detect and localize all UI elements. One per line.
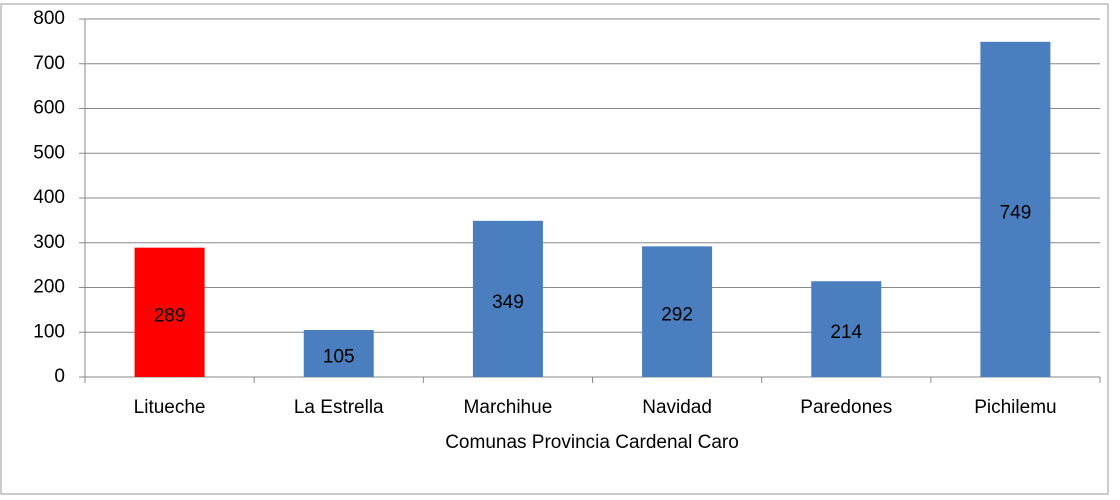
y-tick-label: 100 [33,321,65,342]
y-tick-label: 400 [33,187,65,208]
x-tick-label: Litueche [134,397,206,418]
data-label: 292 [661,305,693,326]
y-tick-label: 500 [33,142,65,163]
y-tick-label: 300 [33,232,65,253]
data-label: 214 [830,322,862,343]
bar [472,220,543,377]
data-label: 105 [323,347,355,368]
y-tick-label: 0 [54,366,65,387]
data-label: 289 [154,305,186,326]
bar [980,41,1051,377]
bar [303,330,374,377]
x-tick-label: Navidad [642,397,712,418]
bar [811,281,882,377]
x-tick-label: Pichilemu [974,397,1056,418]
x-tick-label: Marchihue [464,397,553,418]
chart-frame [0,3,1109,495]
data-label: 749 [1000,202,1032,223]
x-tick-label: La Estrella [294,397,384,418]
bar [134,247,205,377]
x-tick-label: Paredones [800,397,892,418]
y-tick-label: 600 [33,98,65,119]
y-tick-label: 700 [33,53,65,74]
data-label: 349 [492,292,524,313]
y-tick-label: 200 [33,277,65,298]
x-axis-label: Comunas Provincia Cardenal Caro [445,432,739,453]
y-tick-label: 800 [33,8,65,29]
bar [642,246,713,377]
